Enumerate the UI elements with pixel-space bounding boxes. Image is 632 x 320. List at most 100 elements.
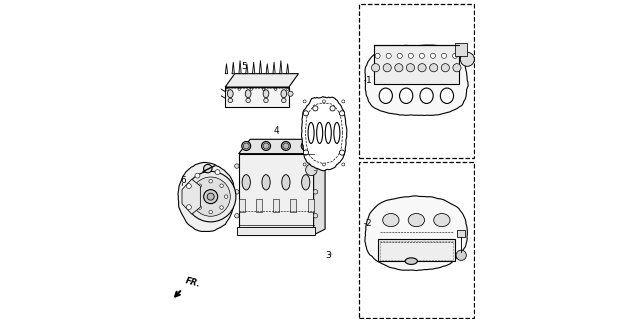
Polygon shape [365,45,468,116]
Circle shape [430,64,438,72]
Circle shape [420,53,425,58]
Circle shape [262,141,270,150]
Ellipse shape [263,90,269,98]
Ellipse shape [379,88,392,103]
Ellipse shape [383,213,399,227]
Text: FR.: FR. [185,276,202,289]
Circle shape [339,111,344,116]
Circle shape [322,163,325,166]
Circle shape [303,111,308,116]
Polygon shape [313,139,325,235]
Polygon shape [239,61,241,74]
Circle shape [442,53,447,58]
Circle shape [408,53,413,58]
Circle shape [313,106,318,111]
Bar [377,239,455,261]
Ellipse shape [408,213,425,227]
Ellipse shape [262,175,270,190]
Circle shape [453,53,458,58]
Circle shape [313,164,318,168]
Circle shape [186,184,191,188]
Circle shape [383,64,391,72]
Bar [359,162,474,318]
Polygon shape [239,139,325,154]
Circle shape [386,53,391,58]
Ellipse shape [325,123,331,143]
Text: 2: 2 [365,219,372,228]
Bar [273,198,279,212]
Circle shape [372,64,380,72]
Circle shape [238,88,240,91]
Circle shape [274,88,277,91]
Bar [290,198,296,212]
Circle shape [303,100,306,103]
Bar [380,241,453,260]
Ellipse shape [246,98,250,103]
Bar [457,230,465,237]
Bar [359,4,474,158]
Bar [374,45,459,84]
Circle shape [375,53,380,58]
Circle shape [220,206,223,209]
Ellipse shape [245,90,251,98]
Ellipse shape [281,90,287,98]
Polygon shape [232,62,234,74]
Ellipse shape [334,123,340,143]
Circle shape [456,250,466,260]
Circle shape [430,53,435,58]
Circle shape [301,141,310,150]
Text: 1: 1 [365,76,372,85]
Ellipse shape [308,123,314,143]
Bar [455,43,467,56]
Circle shape [288,91,293,96]
Circle shape [215,170,220,175]
Ellipse shape [282,175,290,190]
Polygon shape [226,64,228,74]
Circle shape [395,64,403,72]
Polygon shape [239,154,313,235]
Ellipse shape [282,98,286,103]
Ellipse shape [405,258,417,264]
Circle shape [418,64,426,72]
Circle shape [303,163,306,166]
Polygon shape [225,87,289,107]
Circle shape [193,195,197,198]
Circle shape [186,205,191,210]
Circle shape [195,173,200,178]
Circle shape [313,213,318,218]
Circle shape [234,213,239,218]
Bar [256,198,262,212]
Circle shape [234,190,239,194]
Circle shape [303,143,309,149]
Circle shape [185,172,236,222]
Polygon shape [266,64,269,74]
Circle shape [204,164,212,173]
Polygon shape [178,163,235,231]
Polygon shape [306,103,343,164]
Text: 4: 4 [274,126,279,135]
Circle shape [198,184,202,188]
Circle shape [209,210,212,214]
Polygon shape [253,62,255,74]
Text: 3: 3 [325,251,331,260]
Circle shape [224,195,228,198]
Text: 6: 6 [180,176,186,186]
Circle shape [191,177,230,216]
Circle shape [342,100,345,103]
Ellipse shape [420,88,433,103]
Circle shape [226,88,228,91]
Circle shape [322,100,325,103]
Ellipse shape [264,98,268,103]
Circle shape [198,206,202,209]
Circle shape [263,143,269,149]
Text: 5: 5 [242,62,248,74]
Circle shape [283,143,289,149]
Circle shape [220,184,223,188]
Bar [308,198,313,212]
Circle shape [406,64,415,72]
Circle shape [313,190,318,194]
Polygon shape [286,64,289,74]
Circle shape [397,53,403,58]
Circle shape [303,150,308,155]
Circle shape [339,150,344,155]
